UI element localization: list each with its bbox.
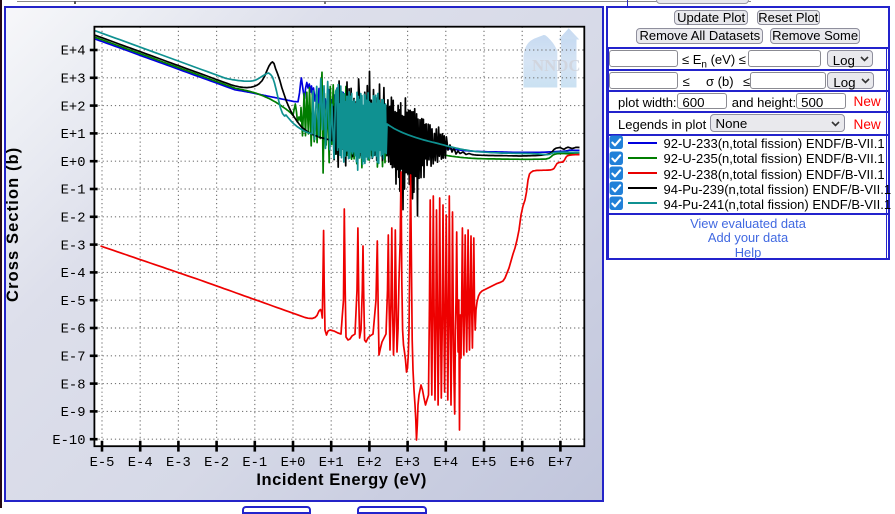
svg-text:E+3: E+3: [395, 456, 420, 471]
svg-text:E+6: E+6: [510, 456, 535, 471]
svg-text:E-2: E-2: [204, 456, 229, 471]
svg-text:E+0: E+0: [61, 156, 86, 171]
svg-text:E-9: E-9: [61, 406, 86, 421]
svg-text:E-4: E-4: [128, 456, 153, 471]
svg-text:E-8: E-8: [61, 378, 86, 393]
svg-text:E-5: E-5: [61, 295, 86, 310]
svg-text:E+2: E+2: [61, 100, 86, 115]
svg-text:E-3: E-3: [166, 456, 191, 471]
svg-text:Incident Energy (eV): Incident Energy (eV): [256, 471, 427, 489]
svg-text:E+3: E+3: [61, 73, 86, 88]
svg-text:E+2: E+2: [357, 456, 382, 471]
svg-text:E-1: E-1: [242, 456, 267, 471]
svg-text:E+4: E+4: [61, 45, 86, 60]
svg-text:E-6: E-6: [61, 323, 86, 338]
svg-text:E-4: E-4: [61, 267, 86, 282]
svg-text:E-10: E-10: [52, 434, 85, 449]
svg-text:E+4: E+4: [433, 456, 458, 471]
svg-text:E-7: E-7: [61, 351, 86, 366]
svg-text:E-3: E-3: [61, 239, 86, 254]
svg-text:E+1: E+1: [61, 128, 86, 143]
svg-text:E+1: E+1: [319, 456, 344, 471]
svg-text:E+7: E+7: [548, 456, 573, 471]
svg-text:E+5: E+5: [472, 456, 497, 471]
svg-text:Cross Section (b): Cross Section (b): [4, 147, 22, 302]
svg-text:E-5: E-5: [90, 456, 115, 471]
svg-text:E-1: E-1: [61, 184, 86, 199]
svg-text:E-2: E-2: [61, 212, 86, 227]
svg-text:NNDC: NNDC: [532, 56, 580, 75]
svg-text:E+0: E+0: [281, 456, 306, 471]
